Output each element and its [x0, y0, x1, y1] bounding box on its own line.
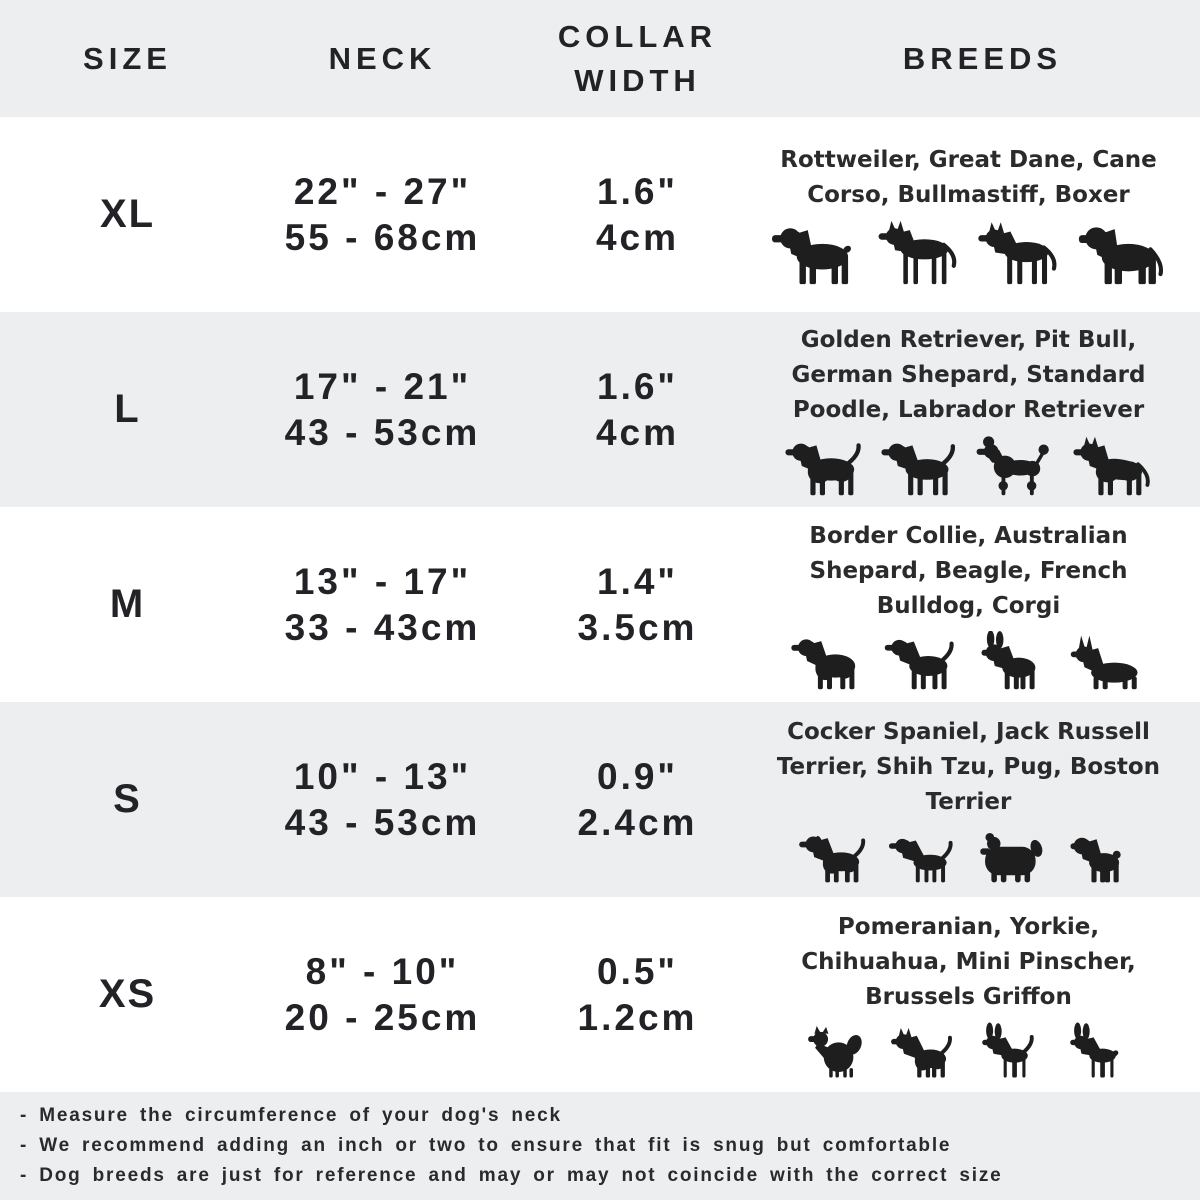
notes-footer: - Measure the circumference of your dog'… [0, 1092, 1200, 1200]
neck-cm: 43 - 53cm [284, 801, 481, 843]
golden-retriever-icon [782, 435, 868, 497]
size-label: XS [98, 972, 157, 1016]
table-row-m: M 13" - 17" 33 - 43cm 1.4" 3.5cm Border … [0, 507, 1200, 702]
german-shepherd-icon [1070, 435, 1156, 497]
pug-icon [1063, 827, 1142, 884]
neck-inches: 8" - 10" [305, 950, 460, 992]
size-label: M [109, 582, 146, 626]
neck-measurement: 22" - 27" 55 - 68cm [255, 169, 510, 261]
neck-inches: 13" - 17" [293, 560, 472, 602]
width-inches: 1.6" [597, 365, 678, 407]
breed-icons [796, 827, 1142, 884]
note-line: - We recommend adding an inch or two to … [20, 1135, 952, 1156]
jack-russell-icon [885, 827, 964, 884]
neck-cm: 20 - 25cm [284, 996, 481, 1038]
size-label: L [114, 387, 141, 431]
breeds-cell: Cocker Spaniel, Jack Russell Terrier, Sh… [765, 702, 1200, 897]
breed-names: Border Collie, Australian Shepard, Beagl… [809, 522, 1128, 619]
width-cm: 1.2cm [577, 996, 698, 1038]
neck-measurement: 13" - 17" 33 - 43cm [255, 559, 510, 651]
breed-icons [770, 220, 1168, 286]
neck-measurement: 10" - 13" 43 - 53cm [255, 754, 510, 846]
note-line: - Measure the circumference of your dog'… [20, 1105, 562, 1126]
breeds-cell: Rottweiler, Great Dane, Cane Corso, Bull… [765, 117, 1200, 312]
breeds-cell: Golden Retriever, Pit Bull, German Shepa… [765, 312, 1200, 507]
beagle-icon [881, 631, 964, 691]
collar-width-measurement: 1.4" 3.5cm [510, 559, 765, 651]
note-line: - Dog breeds are just for reference and … [20, 1165, 1003, 1186]
bullmastiff-icon [1076, 220, 1168, 286]
australian-shepherd-icon [788, 631, 871, 691]
chihuahua-icon [974, 1022, 1052, 1080]
neck-cm: 55 - 68cm [284, 216, 481, 258]
collar-width-measurement: 1.6" 4cm [510, 169, 765, 261]
width-inches: 0.9" [597, 755, 678, 797]
breeds-cell: Border Collie, Australian Shepard, Beagl… [765, 507, 1200, 702]
neck-cm: 33 - 43cm [284, 606, 481, 648]
cocker-spaniel-icon [796, 827, 875, 884]
width-cm: 4cm [595, 216, 680, 258]
table-row-s: S 10" - 13" 43 - 53cm 0.9" 2.4cm Cocker … [0, 702, 1200, 897]
pomeranian-icon [798, 1022, 876, 1080]
width-cm: 3.5cm [577, 606, 698, 648]
breed-icons [798, 1022, 1140, 1080]
width-cm: 4cm [595, 411, 680, 453]
yorkie-icon [886, 1022, 964, 1080]
width-inches: 0.5" [597, 950, 678, 992]
shih-tzu-icon [974, 827, 1053, 884]
breed-icons [782, 435, 1156, 497]
neck-measurement: 8" - 10" 20 - 25cm [255, 949, 510, 1041]
rottweiler-icon [770, 220, 862, 286]
neck-measurement: 17" - 21" 43 - 53cm [255, 364, 510, 456]
table-row-l: L 17" - 21" 43 - 53cm 1.6" 4cm Golden Re… [0, 312, 1200, 507]
width-cm: 2.4cm [577, 801, 698, 843]
breed-names: Golden Retriever, Pit Bull, German Shepa… [791, 326, 1146, 423]
breed-names: Pomeranian, Yorkie, Chihuahua, Mini Pins… [801, 913, 1136, 1010]
labrador-icon [878, 435, 964, 497]
breed-names: Cocker Spaniel, Jack Russell Terrier, Sh… [776, 719, 1161, 815]
header-collar-width-label: COLLAR WIDTH [557, 18, 718, 98]
great-dane-icon [872, 220, 964, 286]
size-label: XL [99, 192, 156, 236]
collar-width-measurement: 1.6" 4cm [510, 364, 765, 456]
breeds-cell: Pomeranian, Yorkie, Chihuahua, Mini Pins… [765, 897, 1200, 1092]
size-label: S [113, 777, 142, 821]
header-size: SIZE [83, 40, 172, 76]
breed-names: Rottweiler, Great Dane, Cane Corso, Bull… [780, 147, 1157, 208]
header-neck: NECK [328, 40, 437, 76]
width-inches: 1.4" [597, 560, 678, 602]
neck-inches: 17" - 21" [293, 365, 472, 407]
neck-cm: 43 - 53cm [284, 411, 481, 453]
table-row-xs: XS 8" - 10" 20 - 25cm 0.5" 1.2cm Pomeran… [0, 897, 1200, 1092]
width-inches: 1.6" [597, 170, 678, 212]
corgi-icon [1067, 631, 1150, 691]
min-pin-icon [1062, 1022, 1140, 1080]
cane-corso-icon [974, 220, 1066, 286]
collar-width-measurement: 0.5" 1.2cm [510, 949, 765, 1041]
breed-icons [788, 630, 1150, 691]
header-collar-width: COLLAR WIDTH [510, 15, 765, 103]
neck-inches: 22" - 27" [293, 170, 472, 212]
table-header: SIZE NECK COLLAR WIDTH BREEDS [0, 0, 1200, 117]
neck-inches: 10" - 13" [293, 755, 472, 797]
collar-width-measurement: 0.9" 2.4cm [510, 754, 765, 846]
header-breeds: BREEDS [902, 40, 1063, 76]
table-row-xl: XL 22" - 27" 55 - 68cm 1.6" 4cm Rottweil… [0, 117, 1200, 312]
french-bulldog-icon [974, 630, 1057, 691]
poodle-icon [974, 435, 1060, 497]
